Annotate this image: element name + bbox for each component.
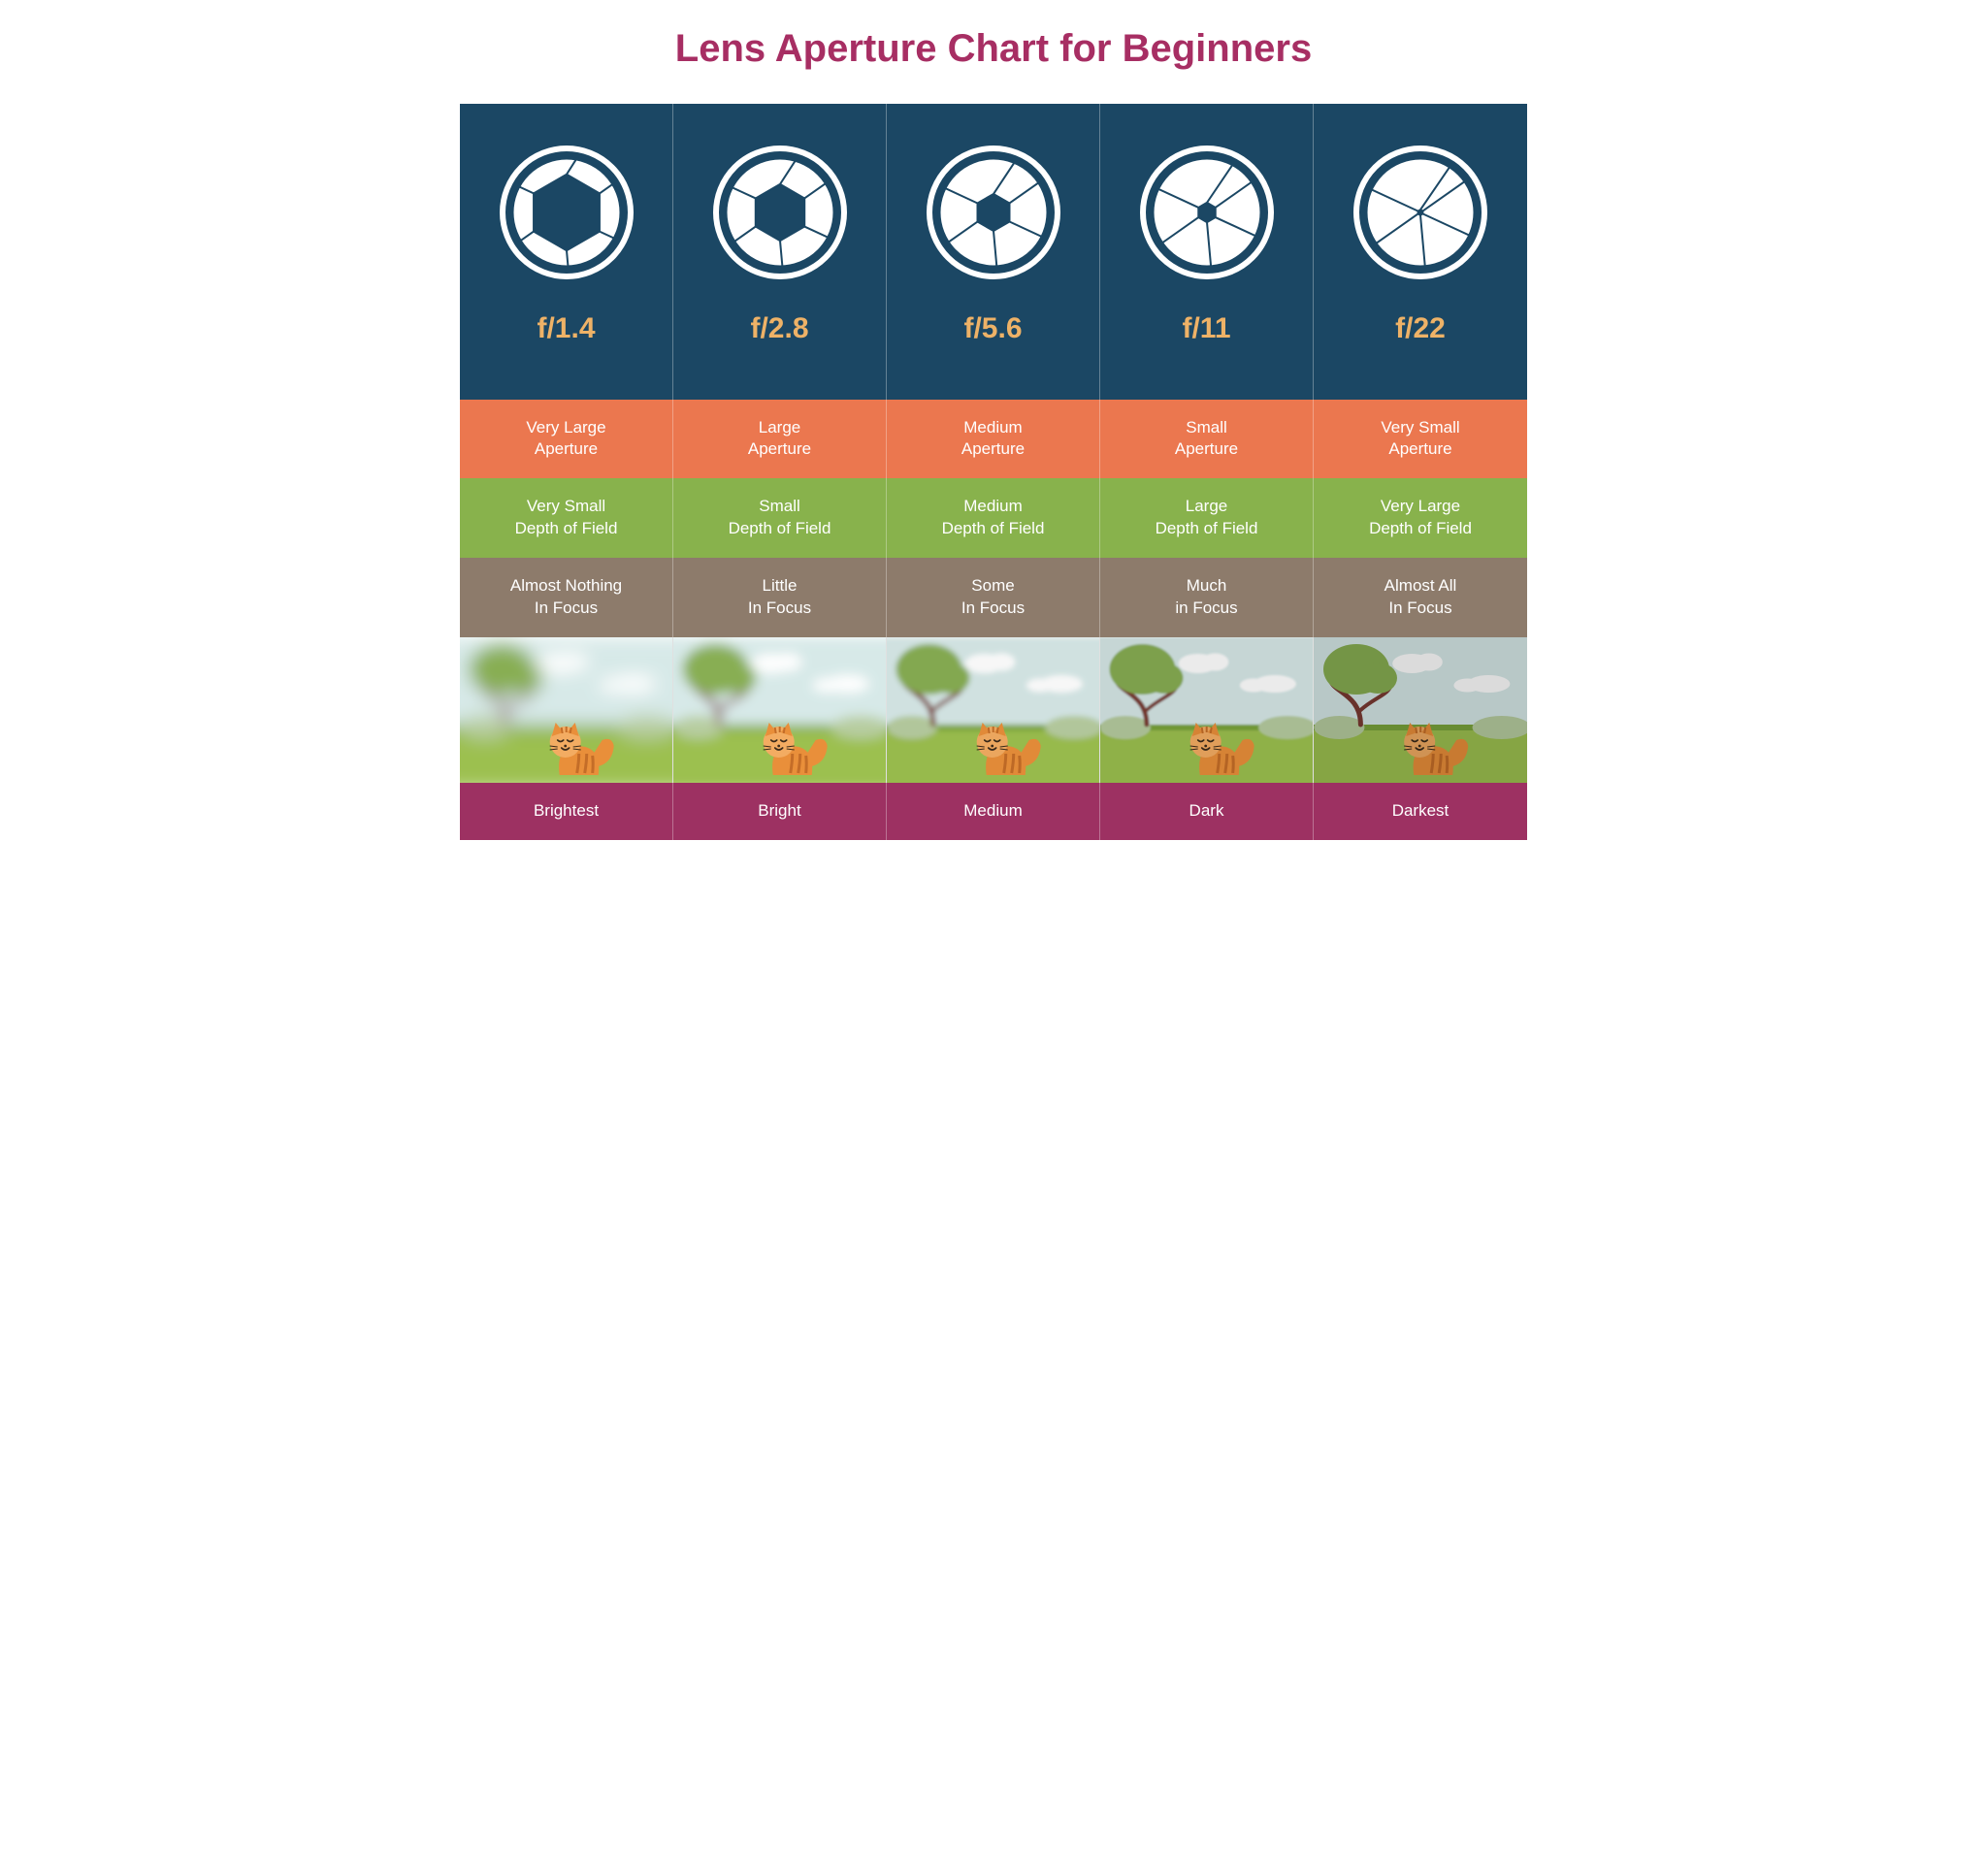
dof-label: MediumDepth of Field [942, 496, 1045, 540]
aperture-icon-cell [1100, 104, 1314, 292]
dof-label: Very LargeDepth of Field [1369, 496, 1472, 540]
dof-cell: LargeDepth of Field [1100, 478, 1314, 558]
scene-illustration [1314, 637, 1527, 783]
brightness-cell: Dark [1100, 783, 1314, 840]
illustration-cell [673, 637, 887, 783]
brightness-cell: Medium [887, 783, 1100, 840]
aperture-icon [1139, 145, 1275, 280]
scene-illustration [887, 637, 1099, 783]
aperture-size-label: SmallAperture [1175, 417, 1238, 462]
aperture-size-cell: SmallAperture [1100, 400, 1314, 479]
scene-illustration [460, 637, 672, 783]
dof-cell: Very LargeDepth of Field [1314, 478, 1527, 558]
fstop-label: f/22 [1395, 309, 1446, 349]
illustration-cell [1100, 637, 1314, 783]
aperture-icon-cell [673, 104, 887, 292]
illustration-cell [1314, 637, 1527, 783]
fstop-label: f/11 [1182, 309, 1230, 349]
focus-cell: SomeIn Focus [887, 558, 1100, 637]
brightness-label: Bright [758, 800, 800, 823]
focus-cell: Almost AllIn Focus [1314, 558, 1527, 637]
fstop-label: f/1.4 [537, 309, 595, 349]
focus-label: Almost NothingIn Focus [510, 575, 622, 620]
aperture-size-label: Very SmallAperture [1381, 417, 1459, 462]
dof-cell: Very SmallDepth of Field [460, 478, 673, 558]
fstop-label: f/2.8 [750, 309, 808, 349]
fstop-label: f/5.6 [963, 309, 1022, 349]
brightness-cell: Brightest [460, 783, 673, 840]
brightness-cell: Darkest [1314, 783, 1527, 840]
aperture-icon [1352, 145, 1488, 280]
aperture-size-label: Very LargeAperture [526, 417, 605, 462]
scene-illustration [673, 637, 886, 783]
fstop-cell: f/22 [1314, 292, 1527, 400]
brightness-label: Brightest [534, 800, 599, 823]
brightness-cell: Bright [673, 783, 887, 840]
dof-cell: SmallDepth of Field [673, 478, 887, 558]
aperture-icon-cell [1314, 104, 1527, 292]
aperture-icon [926, 145, 1061, 280]
brightness-label: Medium [963, 800, 1022, 823]
fstop-cell: f/1.4 [460, 292, 673, 400]
aperture-size-cell: Very LargeAperture [460, 400, 673, 479]
aperture-size-cell: LargeAperture [673, 400, 887, 479]
aperture-icon [499, 145, 635, 280]
fstop-cell: f/2.8 [673, 292, 887, 400]
dof-label: SmallDepth of Field [729, 496, 831, 540]
aperture-icon [712, 145, 848, 280]
focus-label: Muchin Focus [1175, 575, 1237, 620]
dof-label: LargeDepth of Field [1156, 496, 1258, 540]
focus-cell: LittleIn Focus [673, 558, 887, 637]
brightness-label: Darkest [1392, 800, 1450, 823]
illustration-cell [460, 637, 673, 783]
scene-illustration [1100, 637, 1313, 783]
focus-cell: Almost NothingIn Focus [460, 558, 673, 637]
chart-grid: f/1.4 f/2.8 f/5.6 f/11 f/22 Very LargeApertur… [460, 104, 1527, 840]
aperture-icon-cell [887, 104, 1100, 292]
aperture-size-label: MediumAperture [961, 417, 1025, 462]
brightness-label: Dark [1189, 800, 1224, 823]
aperture-icon-cell [460, 104, 673, 292]
focus-cell: Muchin Focus [1100, 558, 1314, 637]
focus-label: LittleIn Focus [748, 575, 811, 620]
focus-label: Almost AllIn Focus [1384, 575, 1457, 620]
dof-cell: MediumDepth of Field [887, 478, 1100, 558]
focus-label: SomeIn Focus [961, 575, 1025, 620]
aperture-size-cell: MediumAperture [887, 400, 1100, 479]
fstop-cell: f/5.6 [887, 292, 1100, 400]
aperture-size-cell: Very SmallAperture [1314, 400, 1527, 479]
page-title: Lens Aperture Chart for Beginners [460, 0, 1527, 104]
aperture-size-label: LargeAperture [748, 417, 811, 462]
fstop-cell: f/11 [1100, 292, 1314, 400]
dof-label: Very SmallDepth of Field [515, 496, 618, 540]
illustration-cell [887, 637, 1100, 783]
